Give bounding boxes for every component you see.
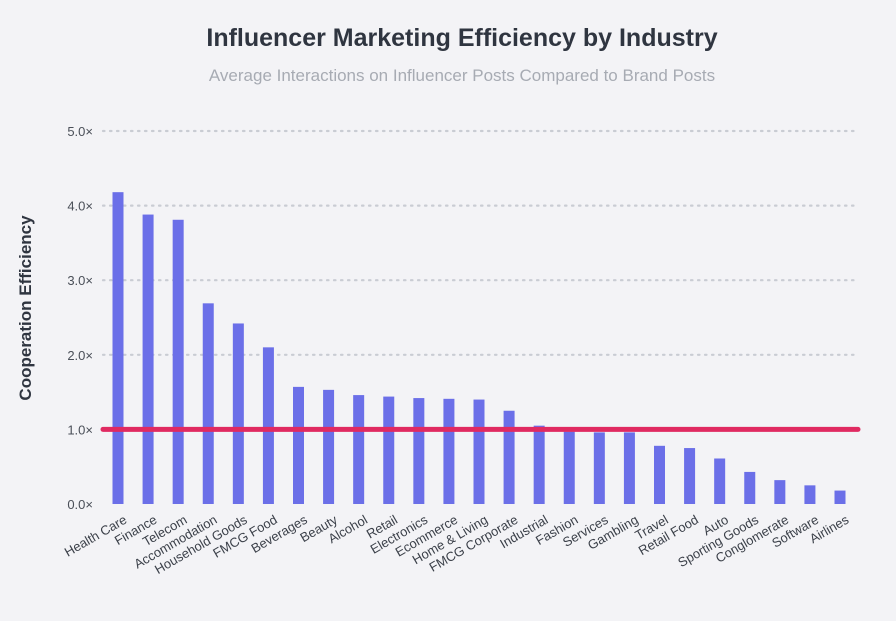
bar	[593, 432, 605, 504]
bar	[293, 386, 304, 504]
y-tick-label: 0.0×	[67, 497, 93, 512]
y-tick-label: 1.0×	[67, 422, 93, 437]
y-axis-label: Cooperation Efficiency	[16, 215, 35, 401]
bar	[684, 448, 696, 504]
bar	[744, 471, 756, 504]
bar	[413, 398, 425, 504]
bar	[112, 192, 124, 504]
y-tick-label: 4.0×	[67, 199, 93, 214]
bar	[804, 485, 816, 504]
bar	[202, 303, 214, 504]
y-tick-label: 5.0×	[67, 124, 93, 139]
bar	[503, 410, 515, 504]
bar	[142, 214, 154, 504]
bar	[834, 490, 846, 504]
bar	[774, 480, 786, 504]
y-tick-label: 2.0×	[67, 348, 93, 363]
bar	[714, 458, 726, 504]
bar	[654, 445, 665, 504]
chart-subtitle: Average Interactions on Influencer Posts…	[208, 66, 716, 85]
bar	[172, 219, 184, 505]
bar	[383, 396, 395, 504]
bar	[623, 432, 635, 504]
bar	[232, 323, 244, 504]
bar	[262, 347, 274, 504]
bar	[473, 399, 485, 504]
y-tick-label: 3.0×	[67, 273, 93, 288]
bar	[323, 389, 335, 504]
bar	[533, 425, 545, 504]
chart-title: Influencer Marketing Efficiency by Indus…	[206, 24, 718, 52]
bar	[563, 431, 575, 504]
bar	[353, 395, 365, 504]
bar	[443, 398, 455, 504]
